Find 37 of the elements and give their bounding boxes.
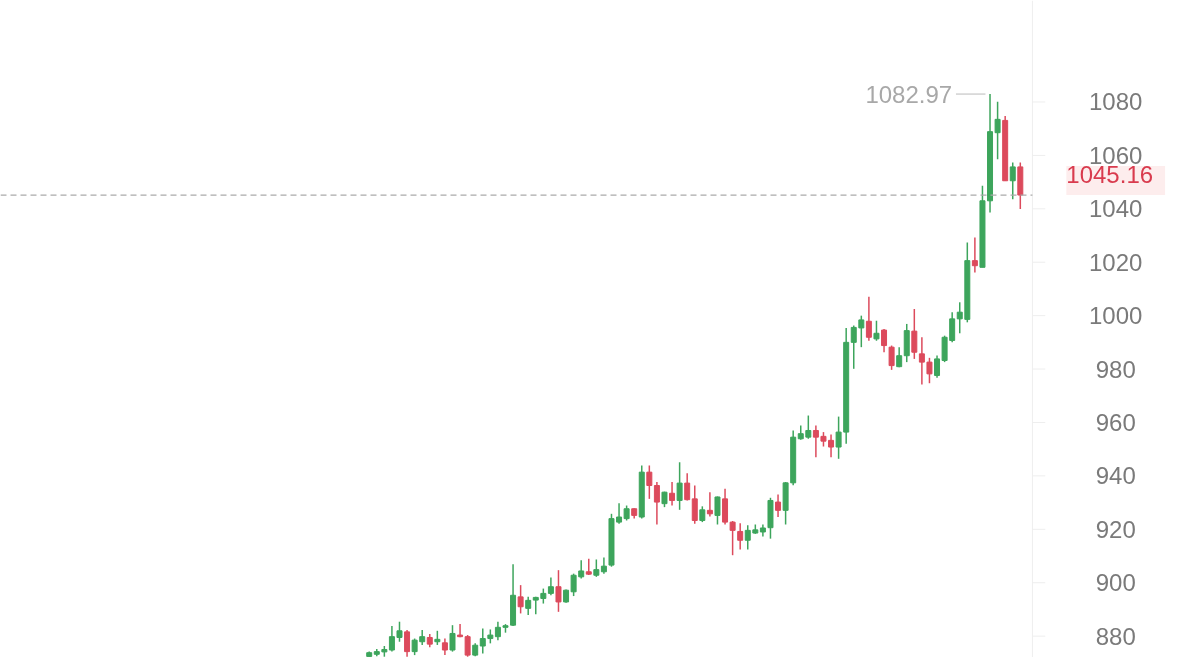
candlestick <box>971 236 978 274</box>
candlestick <box>464 634 471 657</box>
y-tick-label: 900 <box>1095 569 1136 597</box>
candlestick <box>457 623 464 638</box>
candlestick <box>646 464 653 500</box>
y-tick-label: 920 <box>1095 515 1136 543</box>
candlestick <box>706 491 713 518</box>
candlestick <box>714 495 721 526</box>
candlestick <box>691 484 698 525</box>
candlestick <box>1009 161 1016 200</box>
candlestick <box>525 596 532 616</box>
candlestick <box>737 522 744 551</box>
candlestick <box>555 569 562 613</box>
y-tick-label: 1080 <box>1089 88 1143 116</box>
candlestick <box>404 629 411 657</box>
candlestick <box>669 481 676 507</box>
candlestick <box>911 308 918 360</box>
candlestick <box>517 584 524 615</box>
candlestick <box>449 624 456 653</box>
candlestick <box>684 472 691 502</box>
candlestick <box>865 295 872 342</box>
y-tick-label: 980 <box>1095 355 1136 383</box>
y-tick-label: 1000 <box>1089 302 1143 330</box>
y-tick-label: 940 <box>1095 462 1136 490</box>
y-tick-label: 880 <box>1095 622 1136 650</box>
candlestick <box>585 557 592 576</box>
annotation: 1082.97 <box>865 80 953 108</box>
candlestick <box>676 461 683 511</box>
y-tick-label: 960 <box>1095 408 1136 436</box>
candlestick <box>653 481 660 526</box>
candlestick <box>873 319 880 342</box>
y-tick-label: 1040 <box>1089 195 1143 223</box>
candlestick <box>888 344 895 371</box>
candlestick <box>881 328 888 353</box>
candlestick <box>494 620 501 641</box>
candlestick <box>775 493 782 518</box>
y-tick-label: 1020 <box>1089 248 1143 276</box>
